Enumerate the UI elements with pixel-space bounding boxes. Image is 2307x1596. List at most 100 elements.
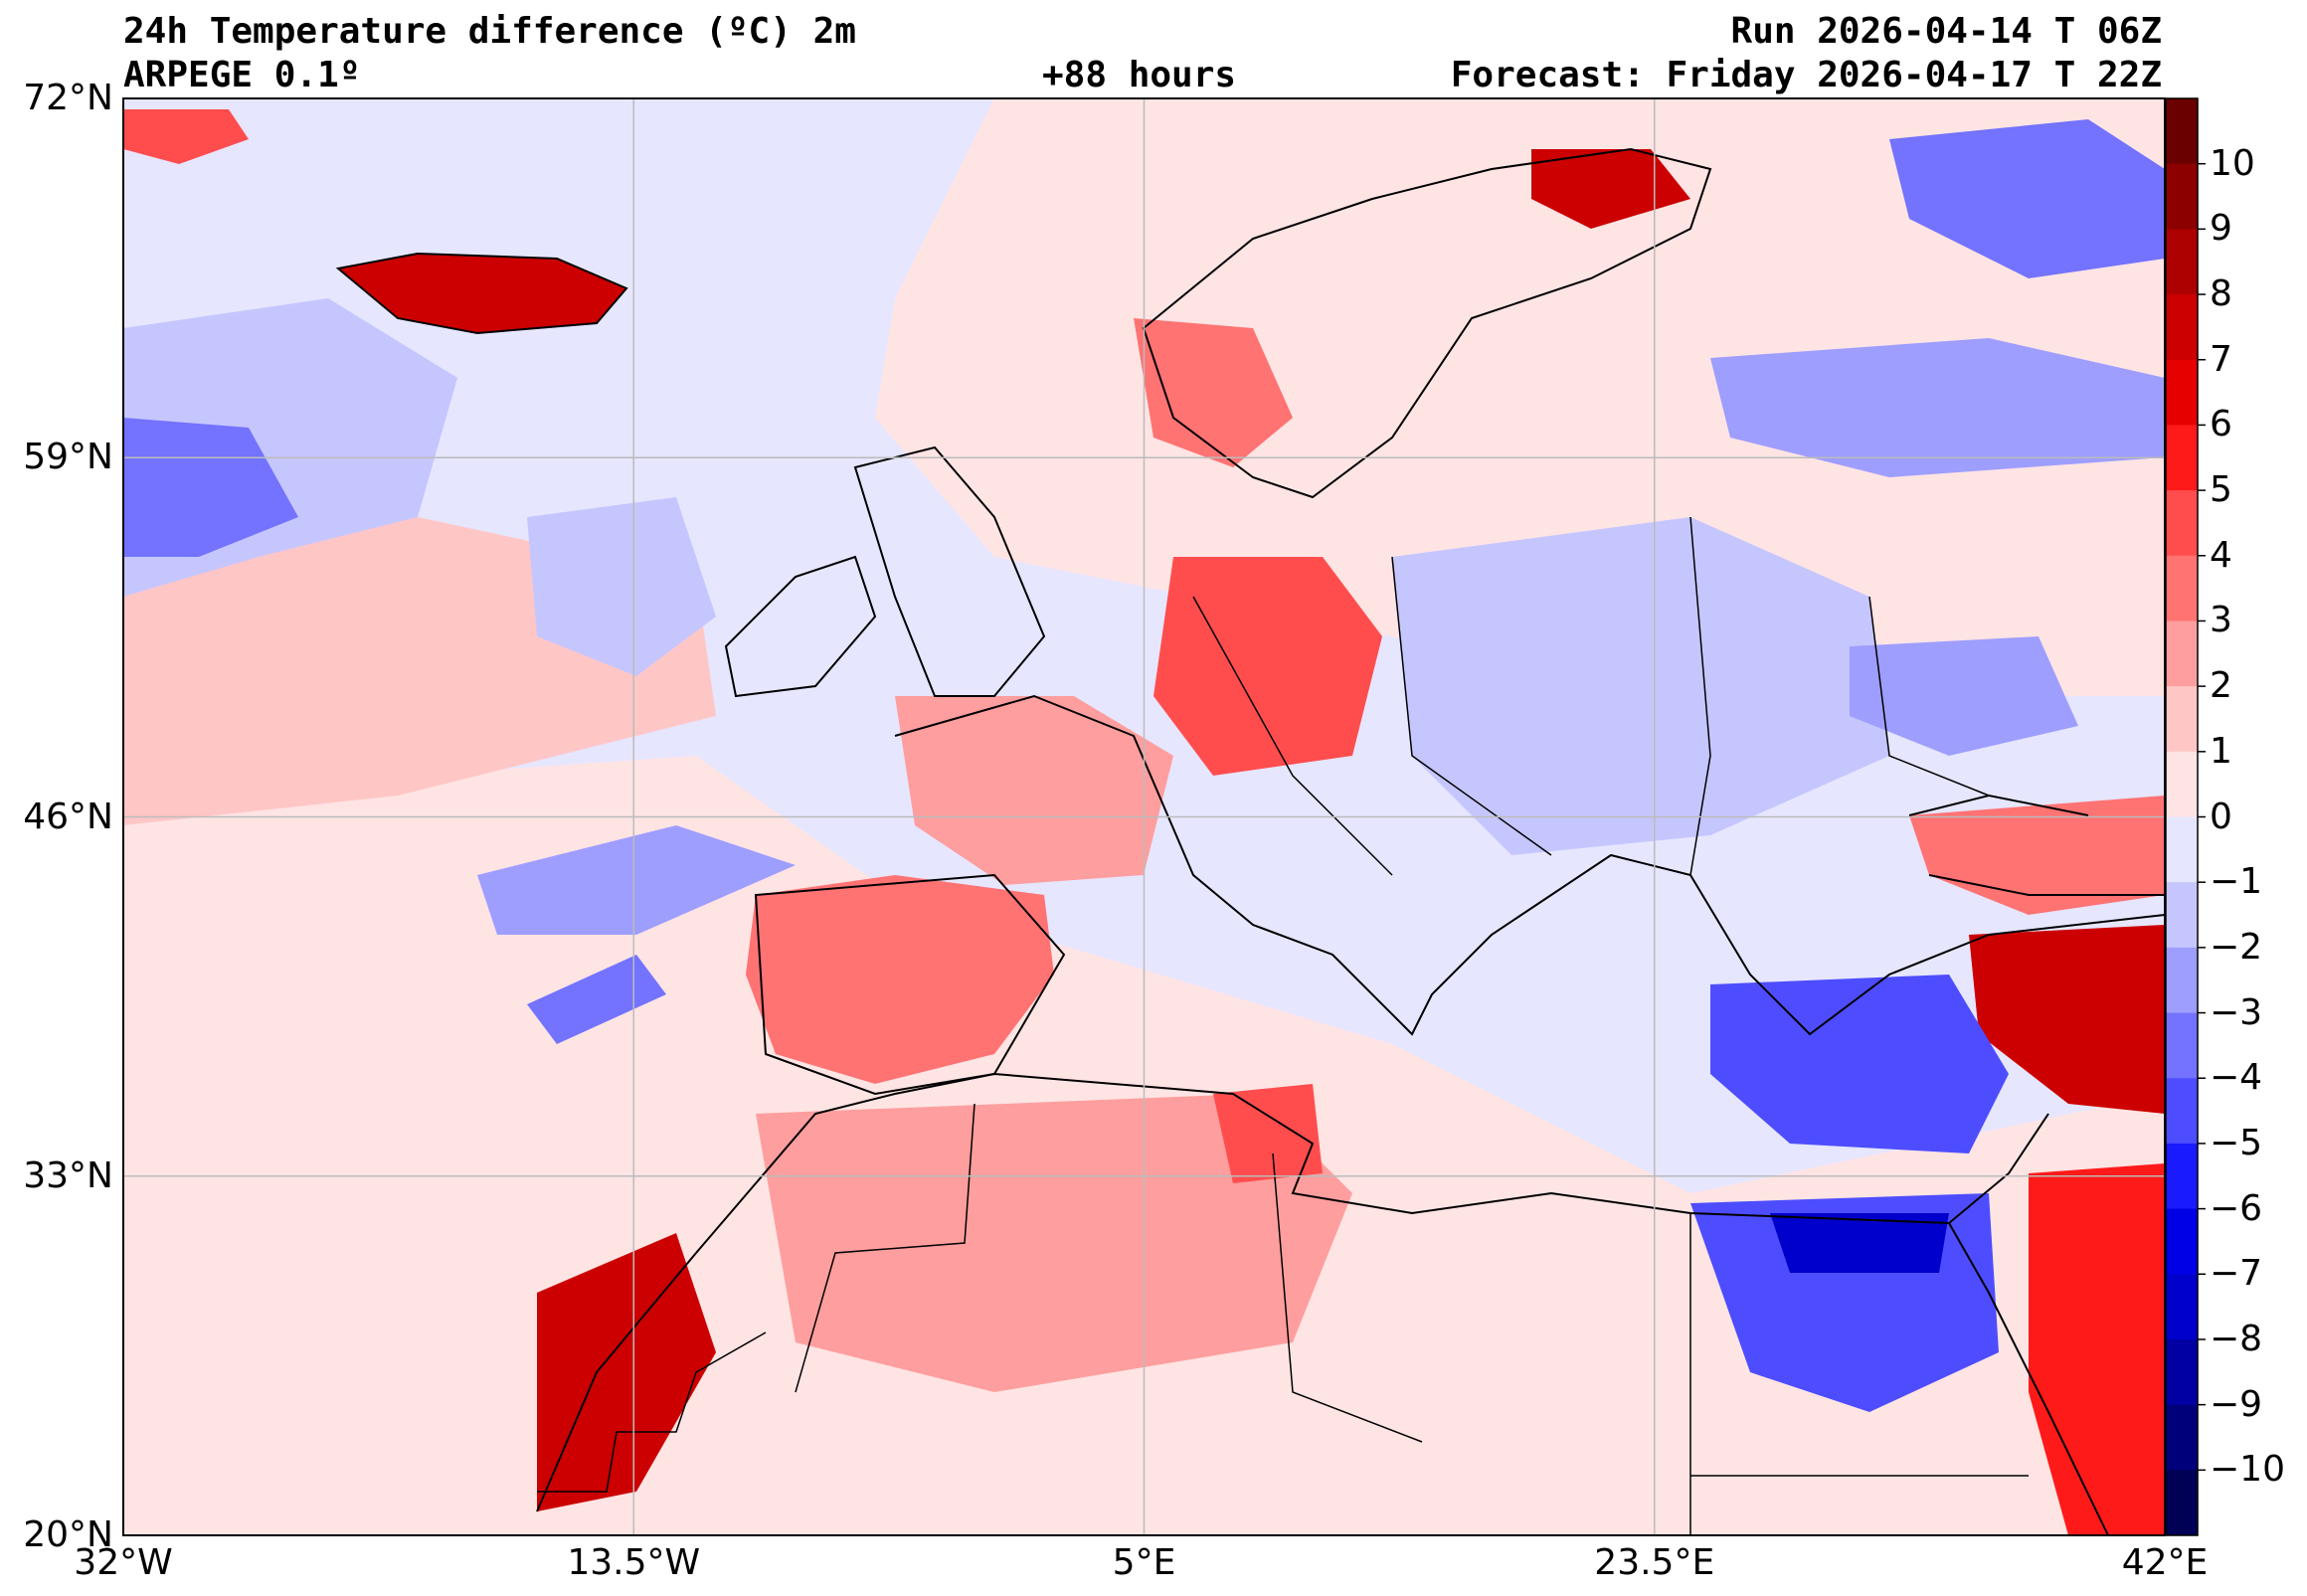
cool-patch-azores — [527, 955, 666, 1044]
lat-tick-label: 72°N — [23, 78, 113, 118]
colorbar-segment — [2166, 686, 2198, 753]
warm-patch-anatolia — [1969, 925, 2165, 1114]
border-2 — [1391, 556, 1552, 856]
lon-tick-label: 13.5°W — [567, 1542, 701, 1583]
colorbar-label: 5 — [2210, 469, 2232, 511]
colorbar-segment — [2166, 555, 2198, 621]
colorbar-segment — [2166, 359, 2198, 426]
cool-patch-nile-delta — [1770, 1213, 1949, 1273]
cool-patch-biscay-west — [477, 825, 796, 935]
colorbar-segment — [2166, 98, 2198, 165]
coast-britain — [853, 445, 1046, 697]
coast-ireland — [724, 555, 877, 698]
coast-north-africa — [536, 1072, 2049, 1512]
colorbar-label: −10 — [2210, 1449, 2285, 1491]
colorbar-segment — [2166, 751, 2198, 817]
colorbar-segment — [2166, 947, 2198, 1014]
colorbar-segment — [2166, 229, 2198, 295]
lon-tick-label: 32°W — [74, 1542, 173, 1583]
colorbar-segment — [2166, 294, 2198, 361]
colorbar-label: 1 — [2210, 730, 2232, 772]
cool-patch-baltic-russia — [1710, 338, 2165, 477]
coastlines — [335, 147, 2165, 1535]
border-6 — [1272, 1153, 1423, 1443]
colorbar-segment — [2166, 1274, 2198, 1340]
coast-red-sea — [1948, 1222, 2109, 1535]
lat-tick-label: 33°N — [23, 1154, 113, 1196]
forecast-time: Forecast: Friday 2026-04-17 T 22Z — [1450, 55, 2162, 95]
coast-scandinavia — [1142, 147, 1712, 499]
colorbar-label: 7 — [2210, 338, 2232, 380]
cool-patch-aegean — [1710, 975, 2009, 1153]
colorbar-label: −6 — [2210, 1187, 2263, 1229]
colorbar-label: −5 — [2210, 1122, 2263, 1163]
warm-patch-sahara — [756, 1094, 1352, 1392]
colorbar-label: 9 — [2210, 208, 2232, 250]
colorbar-label: −9 — [2210, 1383, 2263, 1425]
colorbar-segment — [2166, 1404, 2198, 1471]
lat-tick-label: 59°N — [23, 437, 113, 478]
coast-iceland — [335, 252, 628, 335]
colorbar-segment — [2166, 490, 2198, 557]
border-1 — [1192, 596, 1393, 876]
colorbar-segment — [2166, 1143, 2198, 1210]
lon-tick-label: 42°E — [2121, 1542, 2209, 1583]
lead-time: +88 hours — [1042, 55, 1237, 95]
colorbar-segment — [2166, 1078, 2198, 1145]
coast-europe-south — [894, 694, 2165, 1036]
map-title: 24h Temperature difference (ºC) 2m — [123, 11, 856, 52]
colorbar-label: 10 — [2210, 142, 2255, 184]
cool-patch-atlantic-core — [123, 418, 298, 557]
colorbar-label: −4 — [2210, 1057, 2263, 1099]
border-9 — [537, 1331, 767, 1493]
cool-patch-east-europe — [1392, 517, 1889, 855]
colorbar-segment — [2166, 1208, 2198, 1275]
warm-zone-northeast — [875, 98, 2165, 696]
border-5 — [795, 1103, 976, 1393]
warm-patch-greenland — [123, 109, 249, 164]
lat-tick-label: 46°N — [23, 796, 113, 837]
colorbar-label: −8 — [2210, 1318, 2263, 1359]
model-name: ARPEGE 0.1º — [123, 55, 361, 95]
colorbar-segment — [2166, 425, 2198, 491]
map-frame — [122, 97, 2166, 1536]
colorbar-segment — [2166, 621, 2198, 687]
lat-tick-label: 20°N — [23, 1514, 113, 1555]
colorbar-segment — [2166, 1338, 2198, 1406]
colorbar-label: 8 — [2210, 273, 2232, 315]
colorbar-label: −7 — [2210, 1253, 2263, 1295]
colorbar-label: 0 — [2210, 796, 2232, 837]
run-time: Run 2026-04-14 T 06Z — [1730, 11, 2162, 52]
cool-patch-ukraine — [1850, 636, 2078, 756]
border-4 — [1868, 596, 1990, 797]
lon-tick-label: 23.5°E — [1594, 1542, 1715, 1583]
warm-patch-germany — [1154, 557, 1382, 776]
warm-patch-iberia — [746, 875, 1054, 1084]
colorbar-label: 4 — [2210, 534, 2232, 576]
colorbar-label: −2 — [2210, 926, 2263, 968]
colorbar-label: −3 — [2210, 991, 2263, 1033]
colorbar-segment — [2166, 163, 2198, 230]
colorbar-label: 2 — [2210, 665, 2232, 707]
warm-patch-iceland — [338, 254, 626, 333]
lon-tick-label: 5°E — [1112, 1542, 1176, 1583]
cool-patch-atlantic-mid — [527, 497, 716, 676]
warm-patch-tunisia — [1213, 1084, 1323, 1183]
colorbar-segment — [2166, 882, 2198, 949]
country-borders — [537, 516, 2029, 1535]
colorbar — [2165, 97, 2206, 1536]
colorbar-label: 3 — [2210, 600, 2232, 641]
colorbar-segment — [2166, 1012, 2198, 1079]
warm-patch-black-sea — [1909, 796, 2165, 915]
warm-patch-france — [895, 696, 1173, 885]
border-3 — [1689, 516, 1711, 876]
colorbar-label: −1 — [2210, 861, 2263, 903]
warm-patch-norway — [1134, 318, 1293, 467]
cool-patch-north-russia — [1889, 119, 2165, 278]
colorbar-label: 6 — [2210, 404, 2232, 445]
warm-patch-lapland — [1531, 149, 1690, 229]
colorbar-segment — [2166, 1470, 2198, 1536]
colorbar-segment — [2166, 816, 2198, 883]
warm-patch-west-sahara — [537, 1233, 716, 1511]
